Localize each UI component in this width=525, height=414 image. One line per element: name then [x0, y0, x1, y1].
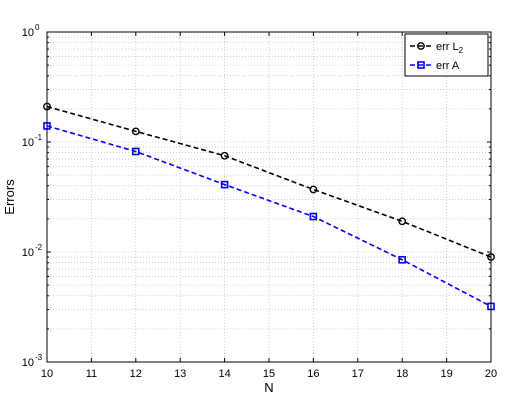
- legend-entry: err A: [410, 60, 460, 72]
- data-point: [220, 151, 229, 160]
- x-tick-label: 16: [307, 368, 319, 380]
- legend-marker: [417, 61, 425, 69]
- series-line: [46, 125, 492, 308]
- data-point: [131, 127, 140, 136]
- x-axis-label: N: [264, 380, 273, 395]
- x-tick-label: 15: [263, 368, 275, 380]
- data-point: [220, 180, 229, 189]
- data-point: [398, 255, 407, 264]
- x-tick-label: 19: [440, 368, 452, 380]
- x-tick-label: 20: [485, 368, 497, 380]
- y-tick-label-exponent: -2: [35, 243, 43, 252]
- legend-label: err A: [436, 60, 460, 72]
- axis-ticks: [46, 32, 492, 363]
- data-point: [309, 212, 318, 221]
- legend: err L2 err A: [404, 33, 489, 77]
- x-tick-label: 17: [352, 368, 364, 380]
- legend-marker: [417, 42, 425, 50]
- y-tick-label: 10: [22, 137, 34, 149]
- legend-entry: err L2: [410, 41, 464, 55]
- data-point: [398, 217, 407, 226]
- y-tick-label-exponent: -3: [35, 353, 43, 362]
- y-axis-label: Errors: [2, 179, 17, 215]
- y-tick-label: 10: [22, 247, 34, 259]
- x-tick-label: 12: [130, 368, 142, 380]
- y-tick-label: 10: [22, 357, 34, 369]
- x-tick-label: 11: [86, 368, 97, 380]
- grid-lines: [47, 32, 491, 362]
- series-line: [46, 105, 492, 258]
- legend-label-subscript: 2: [459, 46, 464, 55]
- x-tick-label: 10: [41, 368, 53, 380]
- x-tick-label: 14: [218, 368, 230, 380]
- data-point: [132, 147, 140, 156]
- data-point: [309, 185, 318, 194]
- legend-box: [404, 33, 489, 77]
- y-tick-label-exponent: -1: [35, 133, 43, 142]
- y-tick-label: 10: [22, 27, 34, 39]
- y-tick-label-exponent: 0: [35, 23, 40, 32]
- legend-label: err L2: [436, 41, 464, 55]
- series-2: [43, 122, 495, 311]
- x-tick-label: 18: [396, 368, 408, 380]
- x-tick-label: 13: [174, 368, 186, 380]
